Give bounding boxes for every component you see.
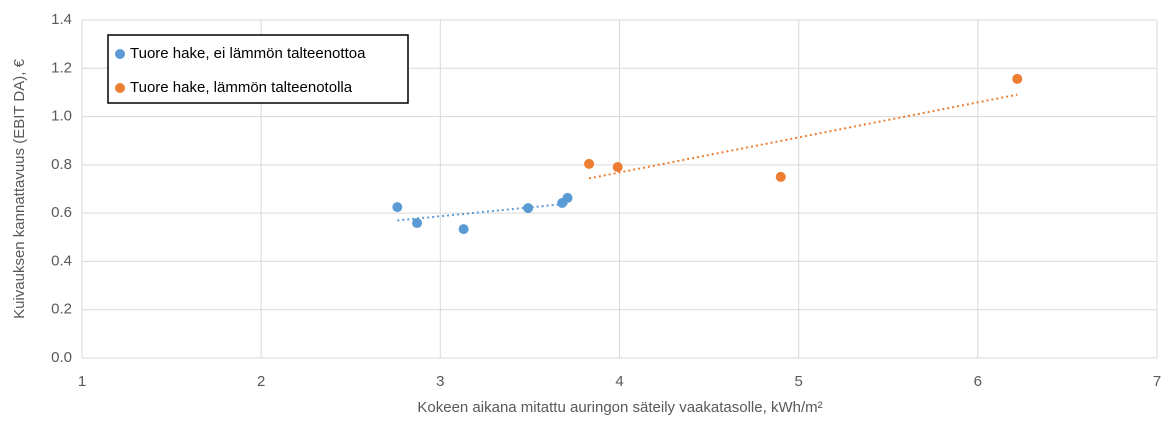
x-tick-label: 2 <box>257 373 265 390</box>
x-tick-label: 5 <box>794 373 802 390</box>
y-axis-title: Kuivauksen kannattavuus (EBIT DA), € <box>11 58 28 319</box>
x-tick-label: 1 <box>78 373 86 390</box>
trendline <box>397 202 568 222</box>
y-tick-label: 0.0 <box>51 349 72 366</box>
y-tick-label: 0.8 <box>51 156 72 173</box>
legend-marker <box>115 49 125 59</box>
y-tick-label: 0.6 <box>51 204 72 221</box>
x-tick-label: 7 <box>1153 373 1161 390</box>
x-tick-label: 4 <box>615 373 623 390</box>
point <box>612 162 623 173</box>
y-tick-label: 0.4 <box>51 252 72 269</box>
y-tick-label: 1.2 <box>51 59 72 76</box>
point <box>562 192 573 203</box>
legend-label: Tuore hake, ei lämmön talteenottoa <box>130 45 366 62</box>
x-axis-title: Kokeen aikana mitattu auringon säteily v… <box>417 399 822 416</box>
point <box>523 203 534 214</box>
legend-marker <box>115 83 125 93</box>
y-tick-label: 1.0 <box>51 108 72 125</box>
y-tick-label: 0.2 <box>51 301 72 318</box>
legend-box <box>107 34 409 104</box>
legend-label: Tuore hake, lämmön talteenotolla <box>130 79 353 96</box>
point <box>584 158 595 169</box>
point <box>412 218 423 229</box>
point <box>1012 73 1023 84</box>
x-tick-label: 3 <box>436 373 444 390</box>
x-tick-label: 6 <box>974 373 982 390</box>
point <box>392 202 403 213</box>
trendline <box>588 93 1018 180</box>
point <box>458 224 469 235</box>
y-tick-label: 1.4 <box>51 11 72 28</box>
point <box>775 171 786 182</box>
